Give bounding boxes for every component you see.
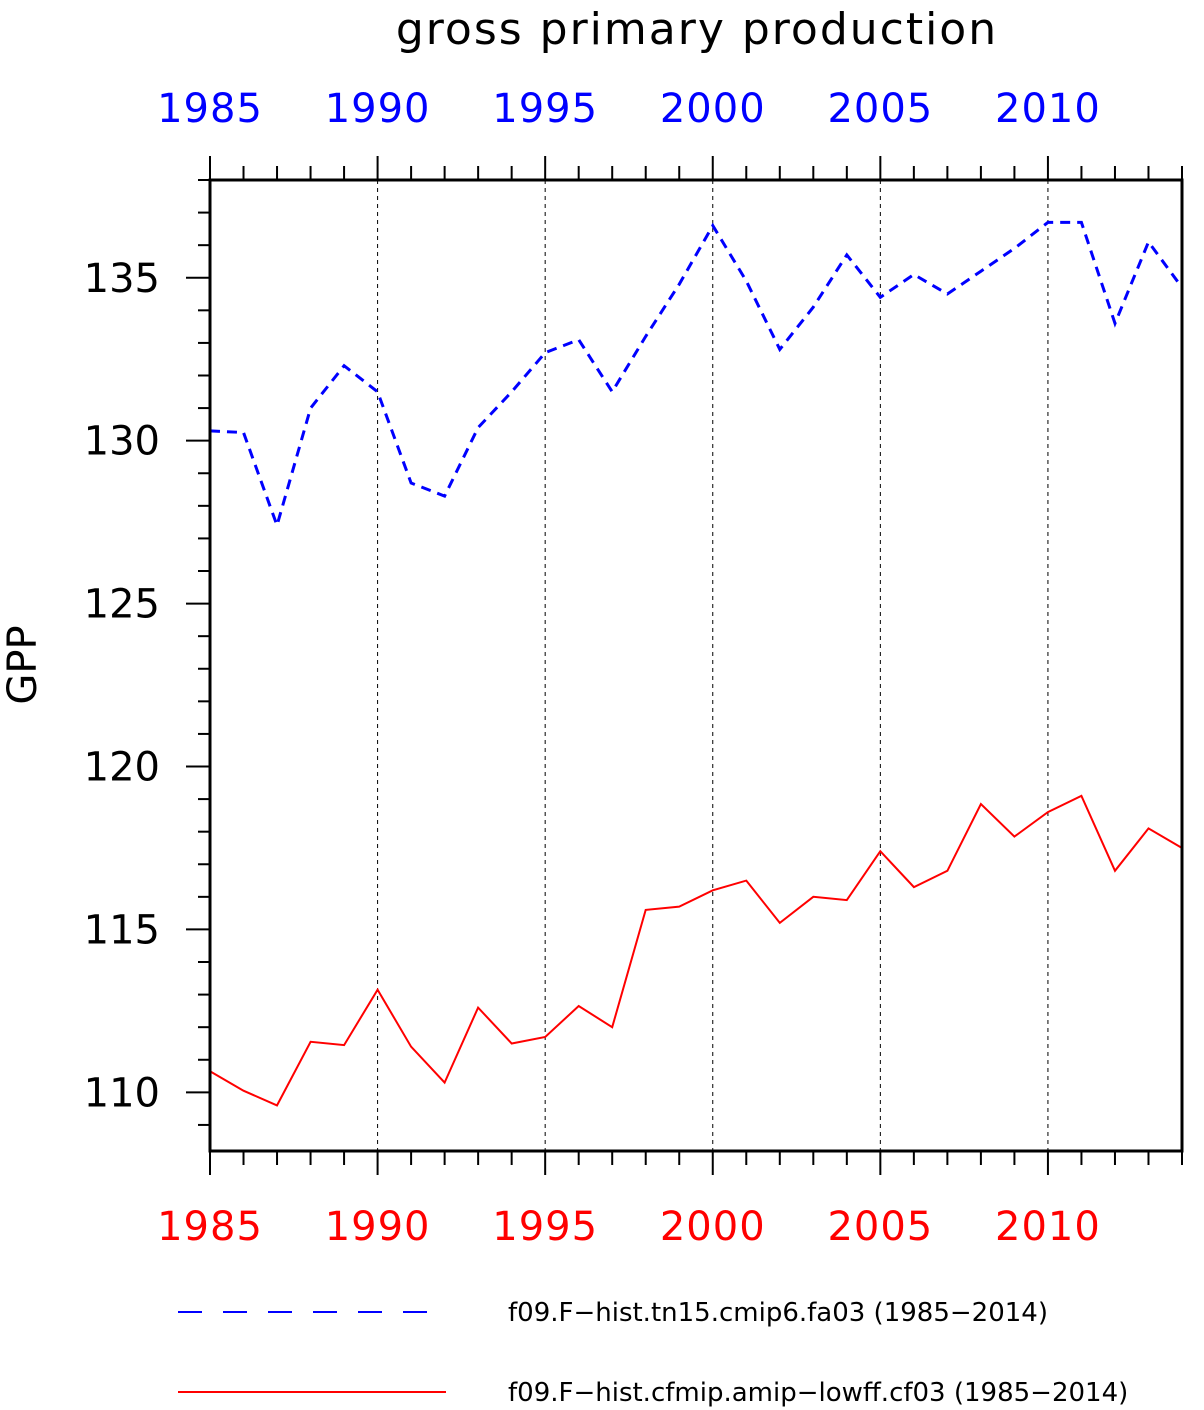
legend: f09.F−hist.tn15.cmip6.fa03 (1985−2014) f0… — [178, 1298, 1128, 1408]
bottom-x-tick-label-1985: 1985 — [157, 1204, 263, 1250]
y-tick-label-115: 115 — [84, 907, 160, 953]
series-line-2 — [209, 794, 1183, 1107]
bottom-x-tick-label-1995: 1995 — [492, 1204, 598, 1250]
y-tick-label-125: 125 — [84, 582, 160, 628]
series-line-1 — [209, 220, 1184, 531]
tick-labels: 1985 1985 1990 1990 1995 1995 2000 2000 2005 2005… — [84, 86, 1101, 1250]
top-x-tick-label-2000: 2000 — [660, 86, 766, 132]
chart-title: gross primary production — [396, 4, 998, 55]
grid-lines — [377, 180, 1049, 1151]
top-x-tick-label-1985: 1985 — [157, 86, 263, 132]
bottom-x-tick-label-2010: 2010 — [995, 1204, 1101, 1250]
bottom-x-tick-label-2000: 2000 — [660, 1204, 766, 1250]
top-x-tick-label-2005: 2005 — [827, 86, 933, 132]
bottom-x-tick-label-1990: 1990 — [325, 1204, 431, 1250]
y-tick-label-110: 110 — [84, 1070, 160, 1116]
legend-label-2: f09.F−hist.cfmip.amip−lowff.cf03 (1985−2… — [508, 1378, 1128, 1408]
axis-ticks — [186, 156, 1183, 1175]
plot-frame — [208, 178, 1184, 1153]
top-x-tick-label-1990: 1990 — [325, 86, 431, 132]
bottom-x-tick-label-2005: 2005 — [827, 1204, 933, 1250]
series-lines — [209, 220, 1184, 1107]
top-x-tick-label-2010: 2010 — [995, 86, 1101, 132]
y-axis-label: GPP — [0, 625, 46, 704]
y-tick-label-130: 130 — [84, 419, 160, 465]
y-tick-label-135: 135 — [84, 256, 160, 302]
legend-label-1: f09.F−hist.tn15.cmip6.fa03 (1985−2014) — [508, 1298, 1048, 1328]
y-tick-label-120: 120 — [84, 745, 160, 791]
top-x-tick-label-1995: 1995 — [492, 86, 598, 132]
